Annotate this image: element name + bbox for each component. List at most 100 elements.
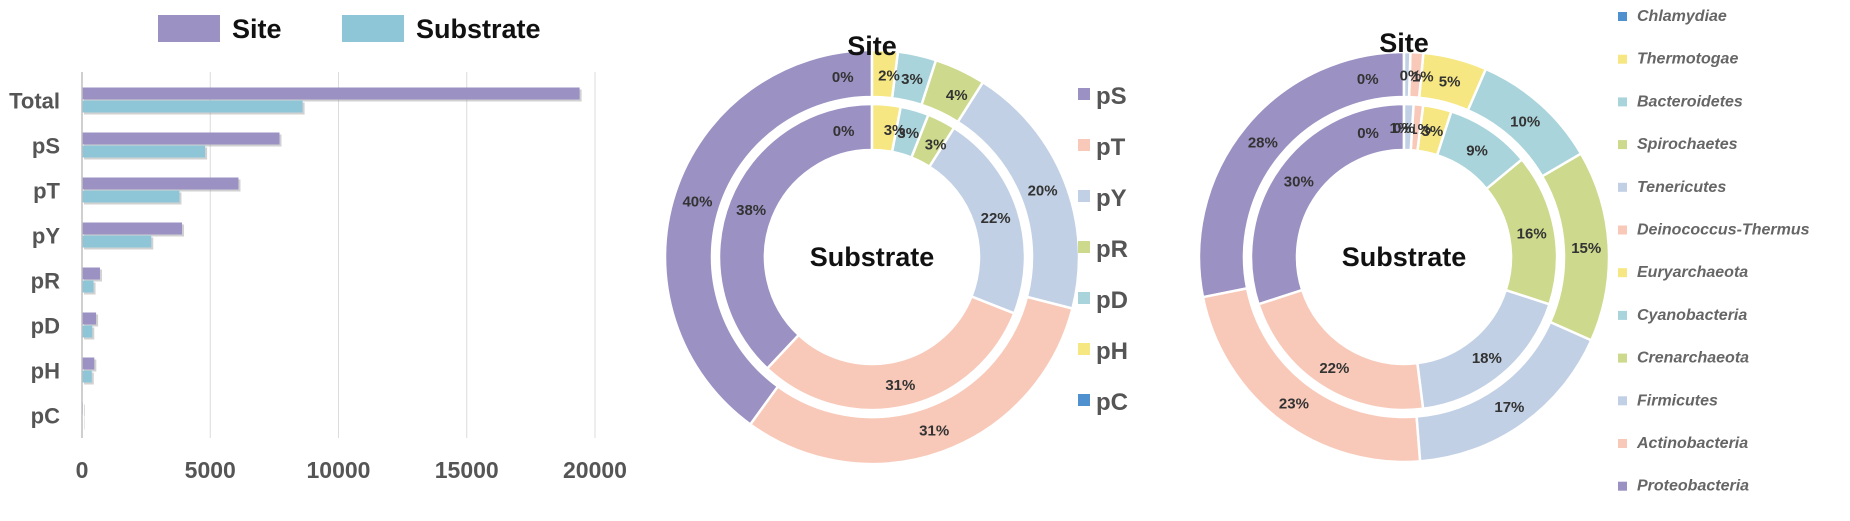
inner-data-label-pr: 3% <box>925 137 947 154</box>
outer-data-label-chlamydiae: 0% <box>1357 71 1379 88</box>
legend-label-crenarchaeota: Crenarchaeota <box>1637 350 1749 367</box>
inner-data-label-firmicutes: 18% <box>1472 350 1502 367</box>
outer-slice-crenarchaeota <box>1540 151 1611 342</box>
legend-label-chlamydiae: Chlamydiae <box>1637 8 1727 25</box>
legend-swatch-chlamydiae <box>1618 12 1627 21</box>
inner-data-label-deinococcus-thermus: 1% <box>1409 121 1431 138</box>
legend-swatch-ph <box>1078 343 1090 355</box>
category-label-total: Total <box>9 89 60 114</box>
outer-slice-ps <box>663 48 874 427</box>
legend-swatch-spirochaetes <box>1618 140 1627 150</box>
legend-label-thermotogae: Thermotogae <box>1637 51 1738 68</box>
category-label-pc: pC <box>31 404 60 429</box>
x-tick-label: 0 <box>76 457 89 483</box>
legend-label-ph: pH <box>1096 338 1128 365</box>
inner-slice-ps <box>717 102 874 371</box>
legend-swatch-site <box>158 15 220 42</box>
donut-chart-types: 40%31%20%4%3%2%0%38%31%22%3%3%3%0%SiteSu… <box>663 31 1128 466</box>
outer-slice-tenericutes <box>1402 50 1412 99</box>
outer-data-label-pt: 31% <box>919 423 949 440</box>
legend-label-deinococcus-thermus: Deinococcus-Thermus <box>1637 222 1810 239</box>
inner-data-label-proteobacteria: 30% <box>1284 174 1314 191</box>
bar-shadow <box>84 404 85 417</box>
inner-data-label-chlamydiae: 0% <box>1357 125 1379 142</box>
bar-chart-panel: 0 5000 10000 15000 20000 Total pS pT pY pR pD pH pC S… <box>0 0 660 516</box>
x-tick-label: 15000 <box>435 457 499 483</box>
legend-label-tenericutes: Tenericutes <box>1637 179 1726 196</box>
legend-label-pr: pR <box>1096 236 1128 263</box>
legend-swatch-bacteroidetes <box>1618 97 1627 107</box>
outer-data-label-pc: 0% <box>832 69 854 86</box>
outer-data-label-py: 20% <box>1028 182 1058 199</box>
legend-label-pd: pD <box>1096 287 1128 314</box>
legend-label-pt: pT <box>1096 134 1126 161</box>
bar-substrate-total <box>82 100 303 113</box>
category-label-ph: pH <box>31 359 60 384</box>
x-tick-label: 10000 <box>307 457 371 483</box>
legend-swatch-pd <box>1078 292 1090 304</box>
bar-substrate-pt <box>82 190 180 203</box>
legend-label-actinobacteria: Actinobacteria <box>1636 435 1748 452</box>
inner-ring-title: Substrate <box>1342 242 1467 272</box>
legend-label-substrate: Substrate <box>416 14 541 44</box>
legend-label-site: Site <box>232 14 282 44</box>
legend-swatch-pr <box>1078 241 1090 253</box>
donut-chart-phyla: 28%23% 17%15%10%5%1%0%0%30%22%18%16%9%3%1… <box>1197 8 1810 495</box>
inner-data-label-pt: 31% <box>885 377 915 394</box>
legend-swatch-cyanobacteria <box>1618 310 1627 320</box>
donut-chart-phyla-panel: 28% 23% 17% 15% 10% 5% 1% 0% 0% 30% 22% 18% 16% 9% 3% 1… <box>1170 0 1850 516</box>
inner-data-label-cyanobacteria: 9% <box>1466 142 1488 159</box>
legend-swatch-proteobacteria <box>1618 481 1627 491</box>
outer-slice-firmicutes <box>1415 320 1593 463</box>
inner-data-label-crenarchaeota: 16% <box>1517 226 1547 243</box>
inner-slice-pt <box>765 294 1016 412</box>
inner-data-label-pc: 0% <box>833 123 855 140</box>
inner-slice-firmicutes <box>1416 288 1552 411</box>
inner-slice-euryarchaeota <box>1416 103 1453 157</box>
bar-substrate-ps <box>82 145 206 158</box>
legend-swatch-actinobacteria <box>1618 439 1627 448</box>
category-label-ps: pS <box>32 134 60 159</box>
legend-label-proteobacteria: Proteobacteria <box>1637 478 1749 495</box>
inner-slice-pr <box>909 113 956 169</box>
bar-site-pd <box>82 312 97 325</box>
legend-swatch-firmicutes <box>1618 396 1627 406</box>
legend-swatch-tenericutes <box>1618 182 1627 192</box>
legend-label-py: pY <box>1096 185 1127 212</box>
legend-swatch-pc <box>1078 394 1090 406</box>
outer-slice-pd <box>890 50 938 107</box>
inner-data-label-ph: 3% <box>884 122 906 139</box>
outer-ring-title: Site <box>1379 28 1429 58</box>
bar-site-ps <box>82 132 280 145</box>
legend-swatch-substrate <box>342 15 404 42</box>
bar-site-total <box>82 87 580 100</box>
bar-substrate-pd <box>82 325 93 338</box>
bar-site-ph <box>82 357 95 370</box>
inner-slice-pd <box>890 105 930 160</box>
outer-data-label-crenarchaeota: 15% <box>1571 240 1601 257</box>
outer-data-label-euryarchaeota: 5% <box>1439 73 1461 90</box>
inner-slice-ph <box>870 102 903 154</box>
outer-slice-euryarchaeota <box>1417 51 1488 112</box>
outer-slice-pt <box>748 295 1075 466</box>
inner-slice-actinobacteria <box>1256 288 1425 412</box>
legend-label-bacteroidetes: Bacteroidetes <box>1637 93 1743 110</box>
inner-slice-cyanobacteria <box>1435 109 1524 191</box>
outer-slice-pr <box>919 58 985 124</box>
legend-swatch-deinococcus-thermus <box>1618 225 1627 235</box>
outer-data-label-pd: 3% <box>901 71 923 88</box>
category-label-pt: pT <box>33 179 60 204</box>
inner-slice-crenarchaeota <box>1484 157 1559 306</box>
legend-label-spirochaetes: Spirochaetes <box>1637 136 1738 153</box>
outer-data-label-deinococcus-thermus: 1% <box>1412 68 1434 85</box>
legend-label-pc: pC <box>1096 389 1128 416</box>
outer-data-label-actinobacteria: 23% <box>1279 396 1309 413</box>
category-label-py: pY <box>32 224 60 249</box>
inner-data-label-py: 22% <box>981 210 1011 227</box>
inner-data-label-ps: 38% <box>736 202 766 219</box>
legend-label-euryarchaeota: Euryarchaeota <box>1637 264 1748 281</box>
legend-label-firmicutes: Firmicutes <box>1637 392 1718 409</box>
outer-ring-title: Site <box>847 31 897 61</box>
outer-slice-actinobacteria <box>1201 286 1422 464</box>
bar-shadow <box>84 417 85 430</box>
